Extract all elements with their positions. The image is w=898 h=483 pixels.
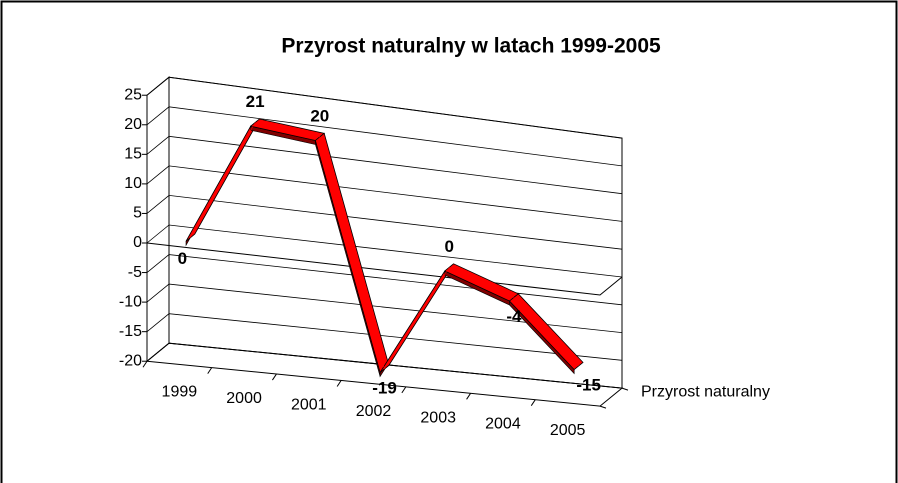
y-tick-label: 25 [124,86,142,103]
x-tick-label: 2004 [485,416,521,433]
y-tick-label: -15 [119,323,142,340]
side-wall [146,76,170,363]
data-label: -4 [506,307,522,326]
y-tick-label: 10 [124,175,142,192]
data-label: 21 [246,92,265,111]
series-label: Przyrost naturalny [641,383,770,400]
y-tick-label: 15 [124,146,142,163]
chart-title: Przyrost naturalny w latach 1999-2005 [281,35,661,58]
x-tick-label: 2001 [291,396,327,413]
data-label: -19 [372,378,397,397]
depth-tick [621,387,629,391]
category-axis [146,242,623,296]
y-tick-label: 0 [133,234,142,251]
x-tick [401,386,407,394]
grid-line [146,224,623,278]
y-tick-label: 5 [133,205,142,222]
y-tick-label: 20 [124,116,142,133]
y-tick-label: -20 [119,352,142,369]
x-tick-label: 2000 [226,390,262,407]
y-tick-label: -10 [119,293,142,310]
x-tick-label: 2005 [550,422,586,439]
data-label: 20 [310,106,329,125]
grid-line [146,342,623,389]
grid-line [146,165,623,222]
grid-line [146,106,623,167]
grid-line [146,254,623,306]
x-tick [142,360,148,368]
grid-line [146,313,623,361]
data-label: -15 [576,375,601,394]
data-label: 0 [444,237,453,256]
x-tick [207,367,213,374]
x-tick [272,373,277,381]
x-tick-label: 1999 [162,384,198,401]
x-tick [530,399,536,406]
grid-line [146,135,623,195]
grid-line [146,194,623,250]
data-label: 0 [178,249,187,268]
x-tick [336,380,342,387]
y-tick-label: -5 [128,264,142,281]
series-line [190,122,579,370]
grid-line [146,283,623,333]
grid-line [146,76,623,139]
x-tick-label: 2003 [420,409,456,426]
x-tick-label: 2002 [356,403,392,420]
depth-tick [599,405,607,409]
x-tick [466,393,471,400]
